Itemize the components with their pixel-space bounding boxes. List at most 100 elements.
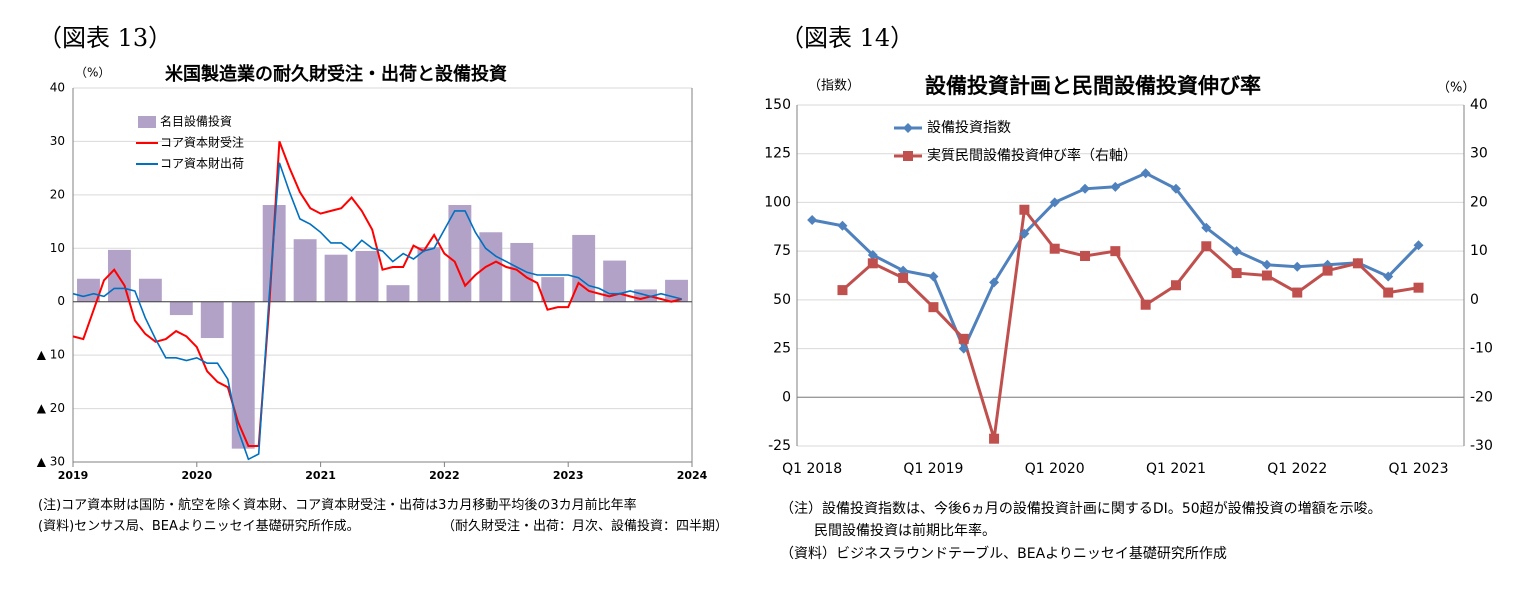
real-investment-marker <box>1261 270 1272 281</box>
investment-bar <box>541 277 565 302</box>
y-tick-label-left: 0 <box>57 294 65 308</box>
investment-index-marker <box>958 343 969 354</box>
legend-label-investment: 名目設備投資 <box>160 114 232 129</box>
real-investment-marker <box>958 333 969 344</box>
y-tick-label-right-chart-left-axis: 0 <box>782 389 791 405</box>
figure-label-14: （図表 14） <box>780 24 915 52</box>
y-tick-label-left: 10 <box>50 241 65 255</box>
investment-bar <box>169 301 193 316</box>
real-investment-marker <box>1413 282 1424 293</box>
y-tick-label-right-chart-left-axis: 50 <box>773 292 791 308</box>
investment-index-marker <box>1413 240 1424 251</box>
x-tick-label-left: 2019 <box>58 469 89 482</box>
real-investment-marker <box>837 285 848 296</box>
investment-bar <box>417 247 441 302</box>
note-left-1: (注)コア資本財は国防・航空を除く資本財、コア資本財受注・出荷は3カ月移動平均後… <box>38 498 637 513</box>
investment-index-marker <box>1080 183 1091 194</box>
x-tick-label-left: 2022 <box>429 469 460 482</box>
legend-marker-index <box>903 123 913 133</box>
y-tick-label-right-chart-right-axis: -30 <box>1470 438 1493 454</box>
investment-index-marker <box>1261 259 1272 270</box>
investment-bar <box>448 205 472 302</box>
real-investment-marker <box>989 433 1000 444</box>
investment-index-marker <box>867 250 878 261</box>
legend-label-shipments: コア資本財出荷 <box>160 156 244 171</box>
x-tick-label-right: Q1 2018 <box>782 461 842 477</box>
x-tick-label-left: 2021 <box>305 469 336 482</box>
real-investment-marker <box>867 258 878 269</box>
y-tick-label-right-chart-right-axis: -20 <box>1470 389 1493 405</box>
investment-index-marker <box>1140 168 1151 179</box>
x-tick-label-right: Q1 2019 <box>903 461 963 477</box>
investment-index-marker <box>1201 222 1212 233</box>
y-unit-label-left: （%） <box>75 66 110 80</box>
real-investment-marker <box>898 272 909 283</box>
y-tick-label-right-chart-right-axis: 10 <box>1470 243 1488 259</box>
investment-bar <box>479 232 503 302</box>
y-tick-label-right-chart-right-axis: 30 <box>1470 146 1488 162</box>
y-tick-label-right-chart-left-axis: 150 <box>764 97 791 113</box>
investment-bar <box>138 278 162 302</box>
y-tick-label-right-chart-left-axis: 125 <box>764 146 791 162</box>
note-left-3: （耐久財受注・出荷：月次、設備投資：四半期） <box>442 519 729 534</box>
investment-index-marker <box>1170 183 1181 194</box>
y-tick-label-left: 30 <box>50 134 65 148</box>
investment-bar <box>603 260 627 302</box>
investment-bar <box>510 242 534 302</box>
investment-bar <box>386 285 410 302</box>
y-tick-label-left: ▲ 30 <box>37 455 65 469</box>
chart-title-left: 米国製造業の耐久財受注・出荷と設備投資 <box>165 64 507 85</box>
investment-index-marker <box>989 277 1000 288</box>
legend-swatch-investment <box>138 116 156 128</box>
note-right-2: 民間設備投資は前期比年率。 <box>814 523 996 539</box>
y-tick-label-right-chart-right-axis: -10 <box>1470 341 1493 357</box>
investment-index-marker <box>1110 181 1121 192</box>
investment-bar <box>293 239 317 302</box>
investment-bar <box>77 278 100 302</box>
y-tick-label-right-chart-right-axis: 20 <box>1470 194 1488 210</box>
real-investment-marker <box>1049 243 1060 254</box>
x-tick-label-right: Q1 2020 <box>1025 461 1085 477</box>
y-tick-label-right-chart-left-axis: 25 <box>773 341 791 357</box>
investment-index-marker <box>837 220 848 231</box>
investment-index-marker <box>1292 261 1303 272</box>
real-investment-marker <box>1019 204 1030 215</box>
investment-index-marker <box>807 214 818 225</box>
real-investment-marker <box>1170 280 1181 291</box>
real-investment-marker <box>1352 258 1363 269</box>
y-tick-label-left: 40 <box>50 81 65 95</box>
y-tick-label-right-chart-left-axis: 100 <box>764 194 791 210</box>
note-right-1: （注）設備投資指数は、今後6ヵ月の設備投資計画に関するDI。50超が設備投資の増… <box>780 501 1382 517</box>
legend-label-rate: 実質民間設備投資伸び率（右軸） <box>927 147 1137 164</box>
real-investment-marker <box>1231 268 1242 279</box>
legend-marker-rate <box>903 151 913 161</box>
real-investment-marker <box>1140 299 1151 310</box>
real-investment-marker <box>928 302 939 313</box>
y-tick-label-left: ▲ 10 <box>37 348 65 362</box>
investment-index-marker <box>1231 246 1242 257</box>
y-unit-label-right-right: （%） <box>1437 81 1475 96</box>
figure-label-13: （図表 13） <box>38 24 173 52</box>
chart-title-right: 設備投資計画と民間設備投資伸び率 <box>925 74 1261 98</box>
y-tick-label-left: 20 <box>50 187 65 201</box>
x-tick-label-left: 2023 <box>553 469 584 482</box>
y-tick-label-right-chart-left-axis: -25 <box>768 438 791 454</box>
x-tick-label-right: Q1 2023 <box>1389 461 1449 477</box>
y-tick-label-left: ▲ 20 <box>37 401 65 415</box>
investment-index-marker <box>1383 271 1394 282</box>
core-shipments-line <box>72 162 682 461</box>
real-investment-marker <box>1110 246 1121 257</box>
y-unit-label-right-left: （指数） <box>808 79 860 94</box>
investment-bar <box>200 301 224 339</box>
x-tick-label-left: 2024 <box>677 469 708 482</box>
investment-bar <box>324 254 348 302</box>
x-tick-label-right: Q1 2022 <box>1267 461 1327 477</box>
investment-index-marker <box>1019 228 1030 239</box>
y-tick-label-right-chart-right-axis: 0 <box>1470 292 1479 308</box>
y-tick-label-right-chart-left-axis: 75 <box>773 243 791 259</box>
real-investment-marker <box>1322 265 1333 276</box>
x-tick-label-left: 2020 <box>181 469 212 482</box>
real-investment-marker <box>1292 287 1303 298</box>
real-investment-marker <box>1383 287 1394 298</box>
